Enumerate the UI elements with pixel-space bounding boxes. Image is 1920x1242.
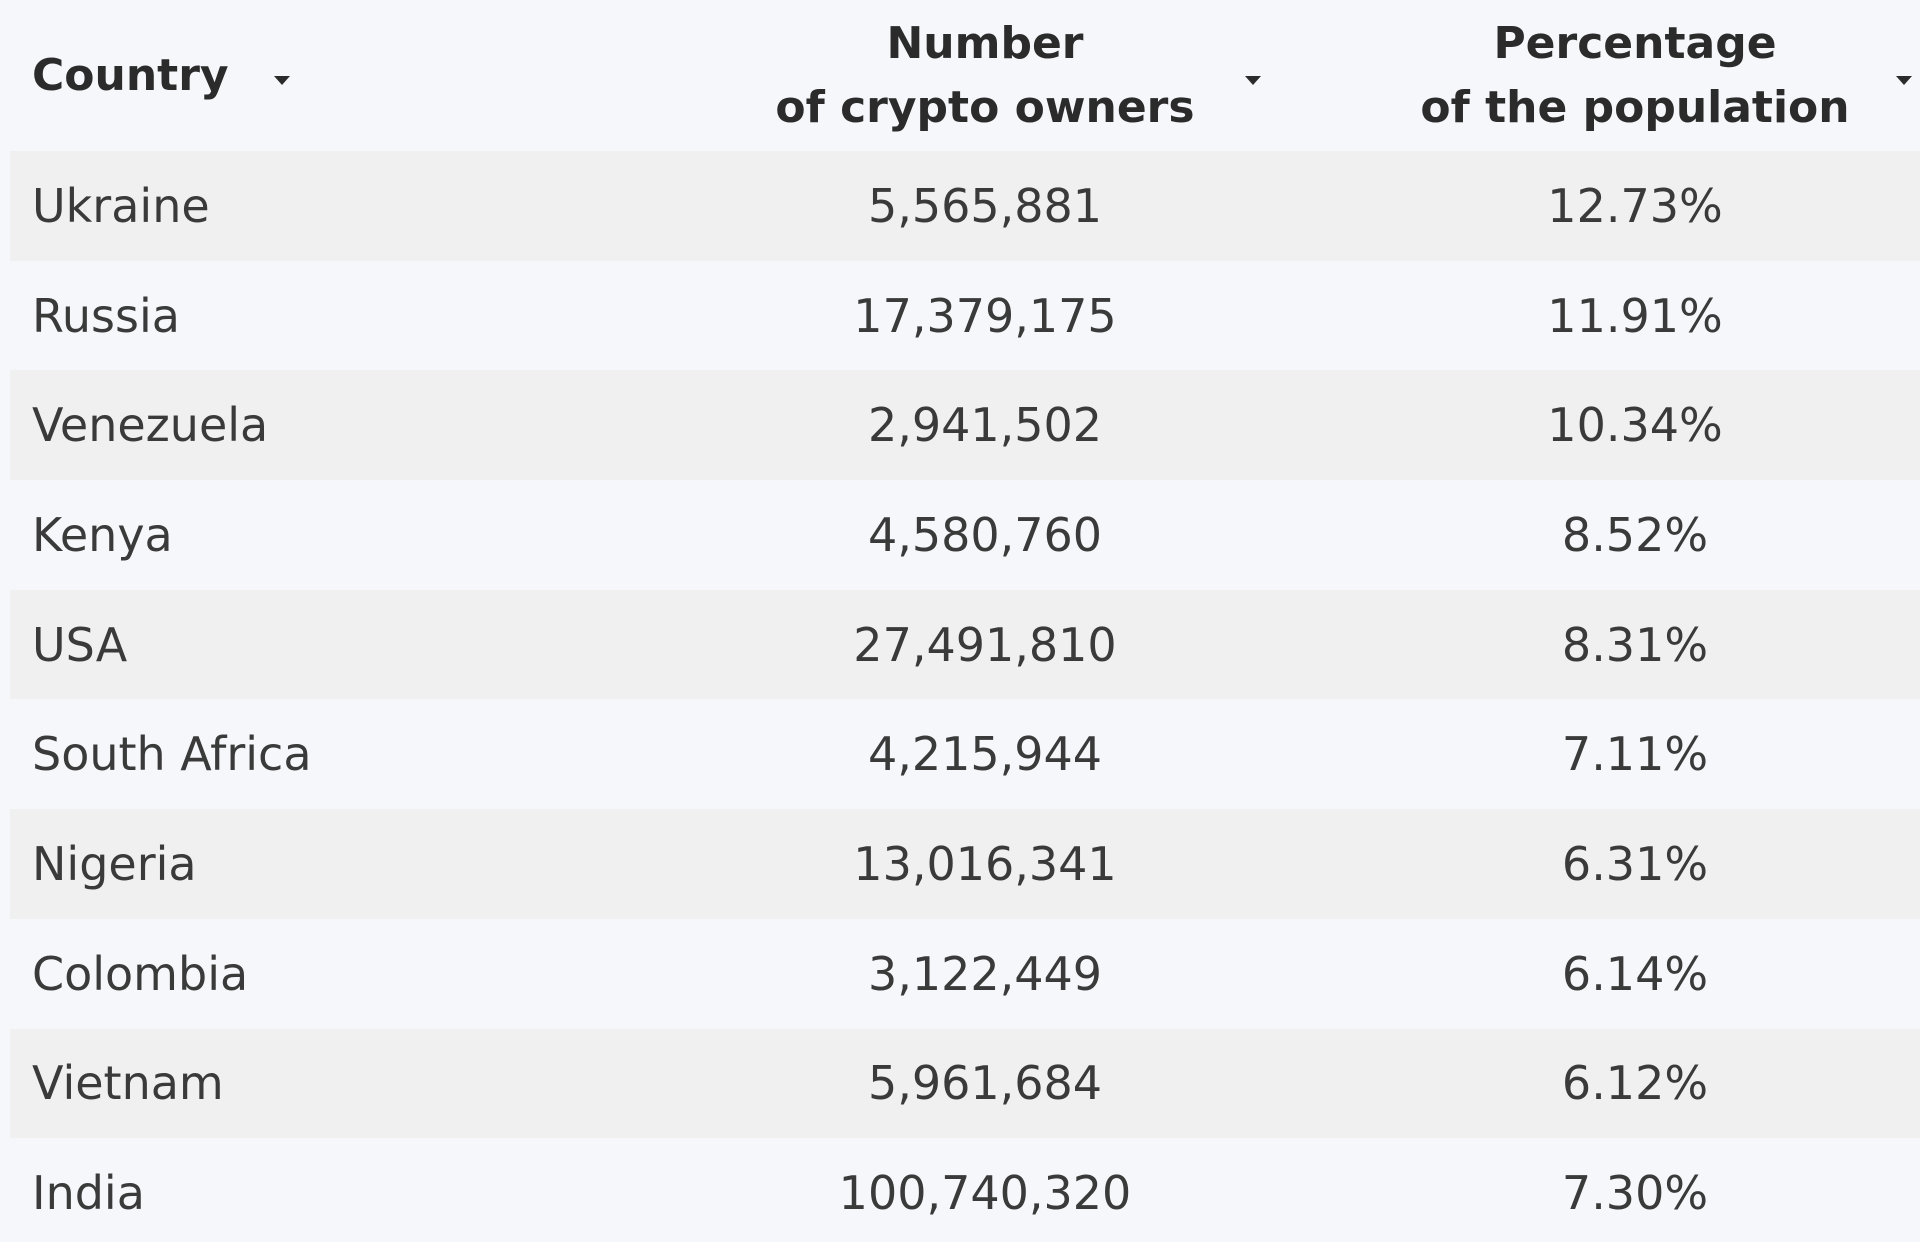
column-header-percentage[interactable]: Percentage of the population bbox=[1380, 0, 1890, 151]
owners-cell: 100,740,320 bbox=[838, 1166, 1132, 1221]
country-cell: Vietnam bbox=[32, 1056, 224, 1111]
owners-sort-caret-down-icon[interactable] bbox=[1245, 76, 1261, 85]
table-row: Russia 17,379,175 11.91% bbox=[10, 260, 1920, 371]
column-header-country[interactable]: Country bbox=[32, 0, 332, 151]
country-cell: Kenya bbox=[32, 507, 173, 562]
column-header-percentage-line2: of the population bbox=[1420, 81, 1850, 133]
table-row: Kenya 4,580,760 8.52% bbox=[10, 480, 1920, 590]
percentage-cell: 12.73% bbox=[1547, 178, 1723, 233]
percentage-cell: 7.11% bbox=[1561, 727, 1709, 782]
owners-cell: 27,491,810 bbox=[853, 617, 1117, 672]
table-row: Colombia 3,122,449 6.14% bbox=[10, 918, 1920, 1029]
percentage-cell: 6.12% bbox=[1561, 1056, 1709, 1111]
country-cell: India bbox=[32, 1166, 145, 1221]
percentage-cell: 10.34% bbox=[1547, 398, 1723, 453]
owners-cell: 4,580,760 bbox=[867, 507, 1103, 562]
owners-cell: 17,379,175 bbox=[853, 288, 1117, 343]
table-row: South Africa 4,215,944 7.11% bbox=[10, 699, 1920, 810]
owners-cell: 5,961,684 bbox=[867, 1056, 1103, 1111]
owners-cell: 13,016,341 bbox=[853, 836, 1117, 891]
owners-cell: 5,565,881 bbox=[867, 178, 1103, 233]
table-row: USA 27,491,810 8.31% bbox=[10, 589, 1920, 700]
country-cell: Nigeria bbox=[32, 836, 197, 891]
percentage-cell: 8.31% bbox=[1561, 617, 1709, 672]
table-row: India 100,740,320 7.30% bbox=[10, 1138, 1920, 1242]
owners-cell: 2,941,502 bbox=[867, 398, 1103, 453]
country-cell: Ukraine bbox=[32, 178, 210, 233]
column-header-owners[interactable]: Number of crypto owners bbox=[740, 0, 1230, 151]
column-header-owners-line2: of crypto owners bbox=[775, 81, 1195, 133]
owners-cell: 4,215,944 bbox=[867, 727, 1103, 782]
percentage-cell: 6.14% bbox=[1561, 946, 1709, 1001]
table-header: Country Number of crypto owners Percenta… bbox=[0, 0, 1920, 151]
country-sort-caret-down-icon[interactable] bbox=[274, 76, 290, 85]
table-row: Nigeria 13,016,341 6.31% bbox=[10, 809, 1920, 919]
country-cell: Colombia bbox=[32, 946, 249, 1001]
country-cell: USA bbox=[32, 617, 128, 672]
owners-cell: 3,122,449 bbox=[867, 946, 1103, 1001]
percentage-cell: 6.31% bbox=[1561, 836, 1709, 891]
column-header-percentage-line1: Percentage bbox=[1493, 17, 1777, 69]
country-cell: South Africa bbox=[32, 727, 312, 782]
percentage-cell: 11.91% bbox=[1547, 288, 1723, 343]
percentage-cell: 8.52% bbox=[1561, 507, 1709, 562]
country-cell: Russia bbox=[32, 288, 180, 343]
table-row: Venezuela 2,941,502 10.34% bbox=[10, 370, 1920, 481]
percentage-sort-caret-down-icon[interactable] bbox=[1896, 76, 1912, 85]
column-header-country-label: Country bbox=[32, 49, 229, 101]
table-body: Ukraine 5,565,881 12.73% Russia 17,379,1… bbox=[10, 151, 1920, 1242]
country-cell: Venezuela bbox=[32, 398, 269, 453]
percentage-cell: 7.30% bbox=[1561, 1166, 1709, 1221]
table-row: Ukraine 5,565,881 12.73% bbox=[10, 151, 1920, 261]
table-row: Vietnam 5,961,684 6.12% bbox=[10, 1028, 1920, 1139]
column-header-owners-line1: Number bbox=[886, 17, 1084, 69]
